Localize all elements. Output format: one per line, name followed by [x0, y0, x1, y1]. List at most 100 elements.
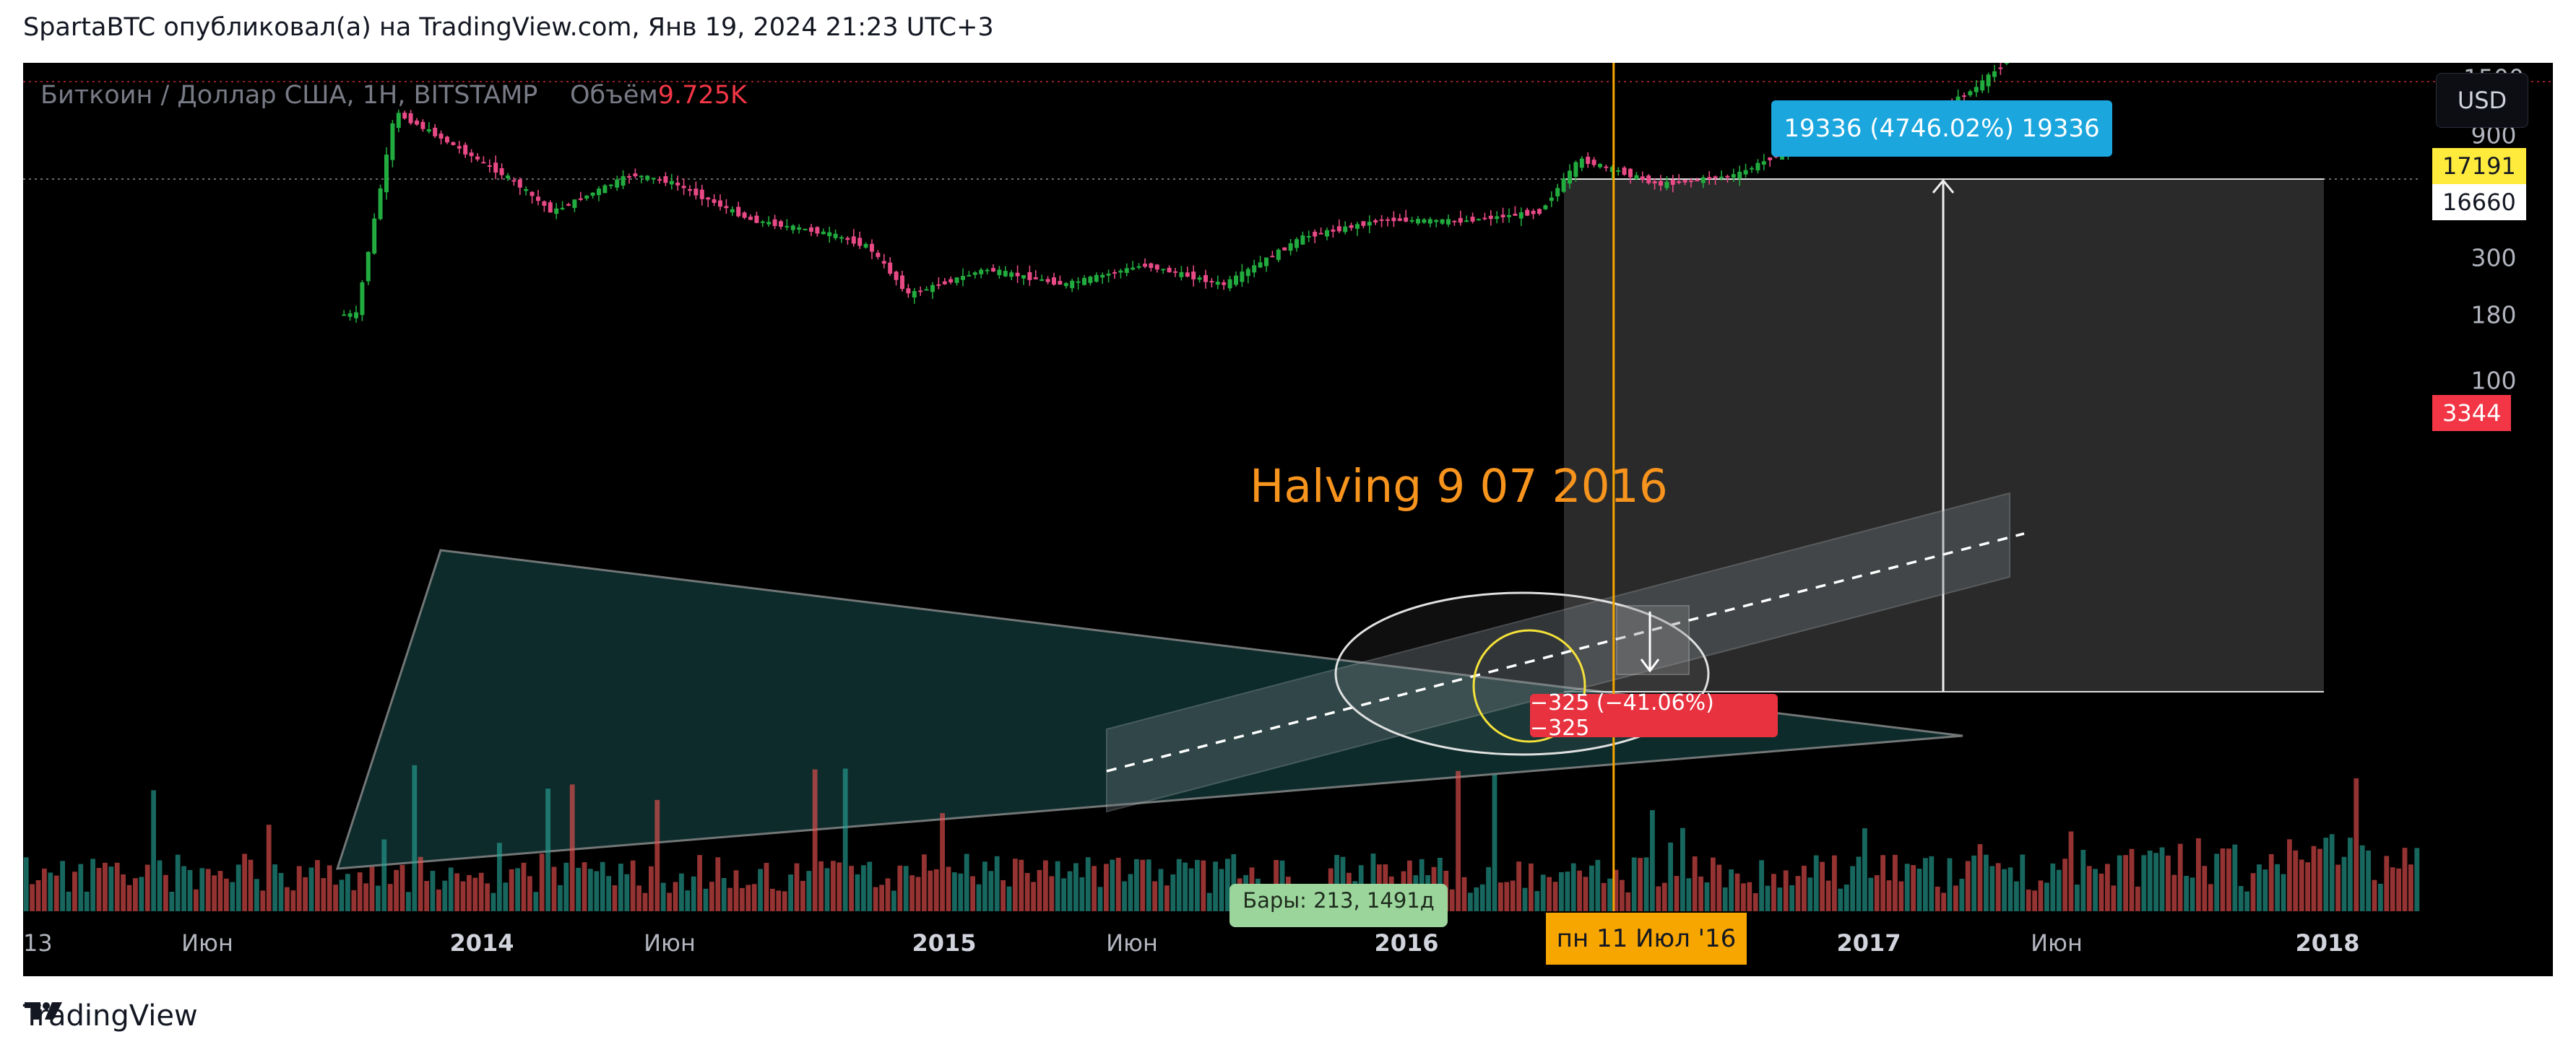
volume-bar — [1456, 770, 1461, 911]
volume-bar — [849, 866, 854, 911]
volume-bar — [2117, 855, 2122, 911]
volume-bar — [733, 870, 739, 911]
volume-bar — [1935, 886, 1940, 911]
volume-bar — [448, 867, 454, 911]
candle — [1386, 219, 1390, 221]
volume-bar — [1085, 857, 1091, 911]
volume-bar — [1122, 881, 1127, 911]
volume-bar — [721, 877, 727, 911]
volume-bar — [1977, 844, 1983, 911]
candle — [1440, 219, 1445, 224]
footer: TradingView — [23, 999, 198, 1033]
halving-annotation[interactable]: Halving 9 07 2016 — [1250, 460, 1668, 513]
volume-bar — [1741, 883, 1746, 911]
candle — [1021, 275, 1026, 279]
candle — [936, 284, 941, 286]
candle — [420, 121, 425, 129]
volume-bar — [1620, 879, 1625, 911]
bars-count-label: Бары: 213, 1491д — [1229, 884, 1448, 927]
volume-bar — [278, 872, 284, 911]
candle — [1154, 264, 1159, 270]
candle — [1464, 220, 1469, 222]
volume-bar — [867, 861, 873, 911]
candle — [876, 253, 881, 257]
candle — [906, 288, 911, 294]
candle — [1622, 168, 1627, 175]
volume-bar — [1219, 869, 1224, 911]
candle — [1040, 279, 1045, 281]
candle — [2004, 63, 2009, 64]
measure-up-label[interactable]: 19336 (4746.02%) 19336 — [1771, 100, 2112, 157]
volume-bar — [96, 867, 102, 911]
volume-bar — [2396, 868, 2401, 911]
time-axis-tick: Июн — [644, 929, 696, 957]
candle — [760, 221, 765, 223]
volume-bar — [412, 765, 418, 911]
volume-bar — [1820, 861, 1825, 911]
candle — [590, 192, 595, 196]
candle — [821, 231, 826, 235]
candle — [779, 221, 783, 227]
candle — [857, 238, 863, 246]
volume-bar — [290, 890, 296, 911]
candle — [639, 175, 644, 178]
volume-bar — [1850, 866, 1855, 911]
volume-bar — [527, 876, 532, 911]
currency-button[interactable]: USD — [2436, 73, 2528, 128]
candle — [1628, 168, 1633, 178]
price-chart[interactable]: 750045002500150090050030018010013Июн2014… — [23, 63, 2553, 976]
volume-bar — [2299, 859, 2304, 911]
candle — [566, 204, 571, 206]
volume-bar — [2414, 848, 2420, 911]
volume-bar — [1953, 885, 1958, 911]
volume-bar — [1947, 858, 1953, 911]
volume-bar — [151, 790, 156, 911]
volume-bar — [478, 872, 484, 911]
highlight-circle — [1472, 629, 1586, 743]
volume-bar — [782, 891, 787, 911]
volume-bar — [1984, 854, 1989, 911]
volume-bar — [818, 861, 824, 911]
chart-canvas[interactable]: 750045002500150090050030018010013Июн2014… — [23, 63, 2553, 976]
volume-bar — [1479, 884, 1485, 911]
volume-bar — [1055, 861, 1060, 911]
candle — [1968, 91, 1973, 95]
volume-bar — [1522, 887, 1528, 911]
candle — [451, 142, 456, 145]
candle — [766, 222, 771, 225]
candle — [1689, 181, 1693, 183]
candle — [1646, 175, 1651, 183]
candle — [1082, 277, 1086, 285]
volume-bar — [1752, 892, 1758, 911]
volume-bar — [2408, 864, 2413, 911]
volume-bar — [2257, 864, 2262, 911]
candle — [1573, 162, 1578, 177]
candle — [1063, 283, 1068, 287]
volume-bar — [885, 878, 891, 911]
volume-bar — [745, 885, 751, 911]
candle — [499, 168, 504, 175]
volume-bar — [1547, 877, 1552, 911]
volume-bar — [533, 892, 539, 911]
measure-down-label[interactable]: −325 (−41.06%) −325 — [1530, 690, 1778, 741]
volume-bar — [2068, 831, 2074, 911]
volume-bar — [436, 889, 441, 911]
candle — [712, 199, 717, 203]
candle — [967, 274, 972, 277]
candle — [1143, 264, 1147, 267]
volume-bar — [1516, 861, 1521, 911]
candle — [1446, 219, 1451, 225]
volume-bar — [339, 879, 345, 911]
volume-bar — [1631, 857, 1637, 911]
candle — [1682, 179, 1687, 183]
volume-bar — [217, 871, 223, 911]
candle — [1604, 166, 1609, 168]
volume-bar — [363, 883, 368, 911]
volume-bar — [1486, 866, 1491, 911]
candle — [1670, 179, 1675, 185]
volume-bar — [2020, 854, 2026, 911]
candle — [1136, 266, 1141, 268]
candle — [833, 233, 838, 238]
volume-bar — [2014, 881, 2019, 911]
volume-bar — [1498, 882, 1503, 911]
